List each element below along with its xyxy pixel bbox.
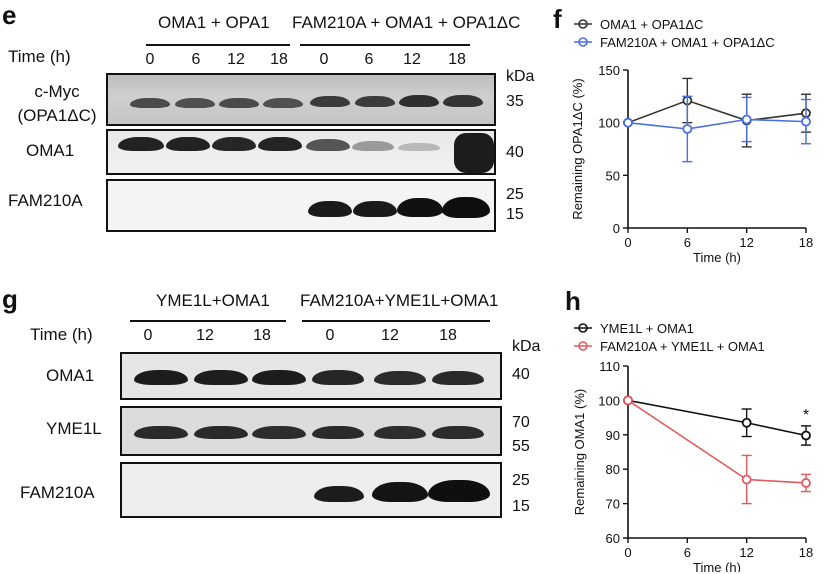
data-point xyxy=(682,124,693,134)
time-tick: 6 xyxy=(364,51,374,68)
row-label-cmyc: c-Myc (OPA1ΔC) xyxy=(17,82,97,125)
x-tick-label: 12 xyxy=(739,235,753,250)
group-label-2: FAM210A+YME1L+OMA1 xyxy=(300,291,499,310)
data-point xyxy=(801,478,811,488)
legend-label: FAM210A + YME1L + OMA1 xyxy=(600,339,765,354)
marker-55: 55 xyxy=(512,438,530,455)
y-tick-label: 80 xyxy=(606,462,620,477)
time-tick: 18 xyxy=(448,51,466,68)
marker-40: 40 xyxy=(506,144,524,161)
row-label-yme1l: YME1L xyxy=(46,419,102,438)
x-tick-label: 6 xyxy=(684,545,691,560)
legend-marker xyxy=(578,19,588,29)
group-underline-1 xyxy=(130,320,286,322)
y-tick-label: 100 xyxy=(598,393,620,408)
time-tick: 12 xyxy=(403,51,421,68)
y-axis-label: Remaining OMA1 (%) xyxy=(572,389,587,515)
blot-cmyc xyxy=(106,73,496,126)
kda-label: kDa xyxy=(506,68,535,85)
blot-oma1 xyxy=(120,352,502,400)
time-tick: 0 xyxy=(143,327,153,344)
time-tick: 0 xyxy=(325,327,335,344)
time-tick: 12 xyxy=(227,51,245,68)
blot-oma1 xyxy=(106,129,496,175)
time-label: Time (h) xyxy=(8,47,71,66)
legend-marker xyxy=(578,323,588,333)
group-label-2: FAM210A + OMA1 + OPA1ΔC xyxy=(292,13,521,32)
y-tick-label: 0 xyxy=(613,221,620,236)
group-label-1: YME1L+OMA1 xyxy=(156,291,270,310)
data-point xyxy=(623,117,633,128)
legend-label: OMA1 + OPA1ΔC xyxy=(600,17,703,32)
time-tick: 6 xyxy=(191,51,201,68)
marker-35: 35 xyxy=(506,93,524,110)
x-tick-label: 18 xyxy=(799,235,813,250)
marker-25: 25 xyxy=(506,186,524,203)
row-label-fam210a: FAM210A xyxy=(8,191,83,210)
series-line xyxy=(627,399,807,484)
marker-70: 70 xyxy=(512,414,530,431)
series-line xyxy=(627,118,807,130)
time-tick: 12 xyxy=(196,327,214,344)
y-tick-label: 70 xyxy=(606,497,620,512)
panel-letter-h: h xyxy=(565,286,581,316)
data-point xyxy=(741,417,752,428)
data-point xyxy=(741,114,752,125)
legend-label: YME1L + OMA1 xyxy=(600,321,694,336)
group-underline-1 xyxy=(146,44,290,46)
time-tick: 0 xyxy=(319,51,329,68)
x-tick-label: 12 xyxy=(739,545,753,560)
panel-letter-g: g xyxy=(2,284,18,314)
panel-letter-e: e xyxy=(2,0,17,30)
panel-letter-f: f xyxy=(553,4,562,34)
marker-25: 25 xyxy=(512,472,530,489)
legend-label: FAM210A + OMA1 + OPA1ΔC xyxy=(600,35,775,50)
time-tick: 12 xyxy=(381,327,399,344)
legend-marker xyxy=(578,37,588,47)
blot-yme1l xyxy=(120,406,502,456)
row-label-oma1: OMA1 xyxy=(26,141,75,160)
blot-fam210a xyxy=(120,462,502,518)
y-tick-label: 90 xyxy=(606,428,620,443)
series-line xyxy=(627,99,807,124)
y-tick-label: 100 xyxy=(598,116,620,131)
row-label-fam210a: FAM210A xyxy=(20,483,95,502)
x-tick-label: 0 xyxy=(624,235,631,250)
marker-40: 40 xyxy=(512,366,530,383)
group-underline-2 xyxy=(300,44,470,46)
y-tick-label: 50 xyxy=(606,168,620,183)
group-label-1: OMA1 + OPA1 xyxy=(158,13,270,32)
kda-label: kDa xyxy=(512,338,541,355)
time-tick: 0 xyxy=(145,51,155,68)
x-axis-label: Time (h) xyxy=(693,560,741,572)
marker-15: 15 xyxy=(506,206,524,223)
time-tick: 18 xyxy=(439,327,457,344)
x-tick-label: 0 xyxy=(624,545,631,560)
time-tick: 18 xyxy=(270,51,288,68)
y-axis-label: Remaining OPA1ΔC (%) xyxy=(570,78,585,219)
data-point xyxy=(623,395,633,406)
significance-annotation: * xyxy=(803,407,809,424)
x-tick-label: 18 xyxy=(799,545,813,560)
time-tick: 18 xyxy=(253,327,271,344)
data-point xyxy=(801,430,811,441)
x-axis-label: Time (h) xyxy=(693,250,741,265)
data-point xyxy=(801,116,811,127)
y-tick-label: 60 xyxy=(606,531,620,546)
group-underline-2 xyxy=(302,320,490,322)
y-tick-label: 150 xyxy=(598,63,620,78)
row-label-oma1: OMA1 xyxy=(46,366,95,385)
marker-15: 15 xyxy=(512,498,530,515)
blot-fam210a xyxy=(106,179,496,232)
legend-marker xyxy=(578,341,588,351)
data-point xyxy=(741,474,752,485)
time-label: Time (h) xyxy=(30,325,93,344)
x-tick-label: 6 xyxy=(684,235,691,250)
chart-f: OMA1 + OPA1ΔC FAM210A + OMA1 + OPA1ΔC 0 50 1… xyxy=(570,17,813,265)
y-tick-label: 110 xyxy=(599,359,620,374)
